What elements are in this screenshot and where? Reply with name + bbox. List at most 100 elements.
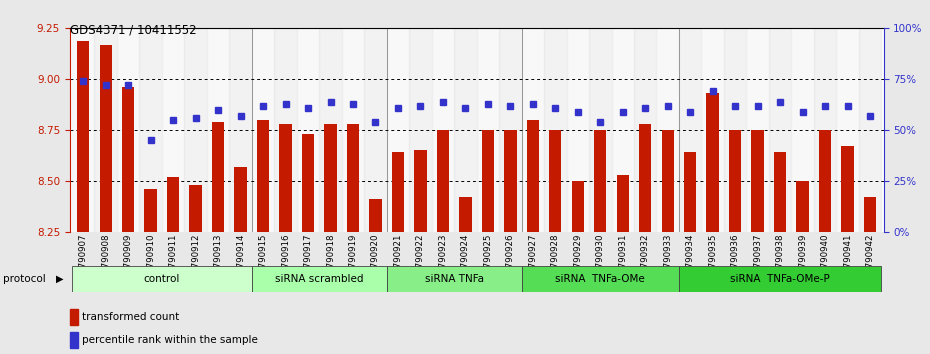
Bar [459,197,472,232]
Bar [589,28,612,232]
Text: GSM790927: GSM790927 [528,234,538,286]
Bar [437,130,449,232]
Bar [206,28,230,232]
Text: GSM790914: GSM790914 [236,234,246,286]
Bar [707,93,719,232]
Bar [387,266,522,292]
Text: GSM790925: GSM790925 [484,234,492,286]
Text: GSM790915: GSM790915 [259,234,268,286]
Text: GSM790929: GSM790929 [573,234,582,286]
Text: GSM790912: GSM790912 [192,234,200,286]
Bar [365,28,387,232]
Text: GSM790916: GSM790916 [281,234,290,286]
Text: transformed count: transformed count [82,312,179,322]
Bar [819,130,831,232]
Bar [302,134,314,232]
Bar [70,332,78,348]
Bar [100,45,112,232]
Bar [617,175,629,232]
Bar [409,28,432,232]
Text: GSM790910: GSM790910 [146,234,155,286]
Bar [162,28,184,232]
Text: ▶: ▶ [56,274,63,284]
Bar [751,130,764,232]
Bar [612,28,634,232]
Text: GSM790923: GSM790923 [438,234,447,286]
Text: GSM790911: GSM790911 [168,234,178,286]
Bar [522,266,679,292]
Text: GSM790932: GSM790932 [641,234,650,286]
Bar [661,130,674,232]
Bar [387,28,409,232]
Text: GSM790941: GSM790941 [843,234,852,286]
Text: GSM790909: GSM790909 [124,234,133,286]
Text: GSM790913: GSM790913 [214,234,222,286]
Text: GSM790917: GSM790917 [303,234,312,286]
Bar [95,28,117,232]
Text: GSM790931: GSM790931 [618,234,627,286]
Bar [594,130,606,232]
Bar [549,130,562,232]
Bar [279,124,292,232]
Bar [796,181,809,232]
Bar [70,309,78,325]
Text: GSM790934: GSM790934 [685,234,695,286]
Bar [769,28,791,232]
Text: GSM790930: GSM790930 [596,234,604,286]
Bar [122,87,134,232]
Bar [774,153,786,232]
Text: GSM790924: GSM790924 [461,234,470,286]
Bar [454,28,476,232]
Text: GSM790938: GSM790938 [776,234,785,286]
Bar [639,124,651,232]
Bar [814,28,836,232]
Text: GSM790922: GSM790922 [416,234,425,286]
Bar [144,189,157,232]
Bar [341,28,365,232]
Bar [679,28,701,232]
Text: siRNA  TNFa-OMe-P: siRNA TNFa-OMe-P [730,274,830,284]
Bar [140,28,162,232]
Text: GSM790939: GSM790939 [798,234,807,286]
Text: GSM790935: GSM790935 [708,234,717,286]
Bar [747,28,769,232]
Text: GSM790937: GSM790937 [753,234,762,286]
Text: GSM790936: GSM790936 [731,234,739,286]
Text: GDS4371 / 10411552: GDS4371 / 10411552 [70,23,196,36]
Bar [347,124,359,232]
Bar [684,153,697,232]
Bar [230,28,252,232]
Bar [432,28,454,232]
Bar [184,28,206,232]
Bar [572,181,584,232]
Bar [252,28,274,232]
Bar [252,266,387,292]
Bar [77,41,89,232]
Bar [836,28,858,232]
Bar [297,28,319,232]
Bar [504,130,516,232]
Bar [369,199,381,232]
Bar [526,120,539,232]
Text: GSM790920: GSM790920 [371,234,380,286]
Text: siRNA  TNFa-OMe: siRNA TNFa-OMe [555,274,645,284]
Bar [392,153,405,232]
Bar [522,28,544,232]
Text: siRNA scrambled: siRNA scrambled [275,274,364,284]
Bar [167,177,179,232]
Bar [729,130,741,232]
Bar [724,28,747,232]
Bar [858,28,882,232]
Bar [190,185,202,232]
Text: control: control [144,274,180,284]
Bar [657,28,679,232]
Bar [319,28,341,232]
Text: percentile rank within the sample: percentile rank within the sample [82,335,258,346]
Bar [234,167,246,232]
Bar [566,28,589,232]
Bar [544,28,566,232]
Bar [325,124,337,232]
Text: GSM790918: GSM790918 [326,234,335,286]
Bar [842,147,854,232]
Bar [257,120,270,232]
